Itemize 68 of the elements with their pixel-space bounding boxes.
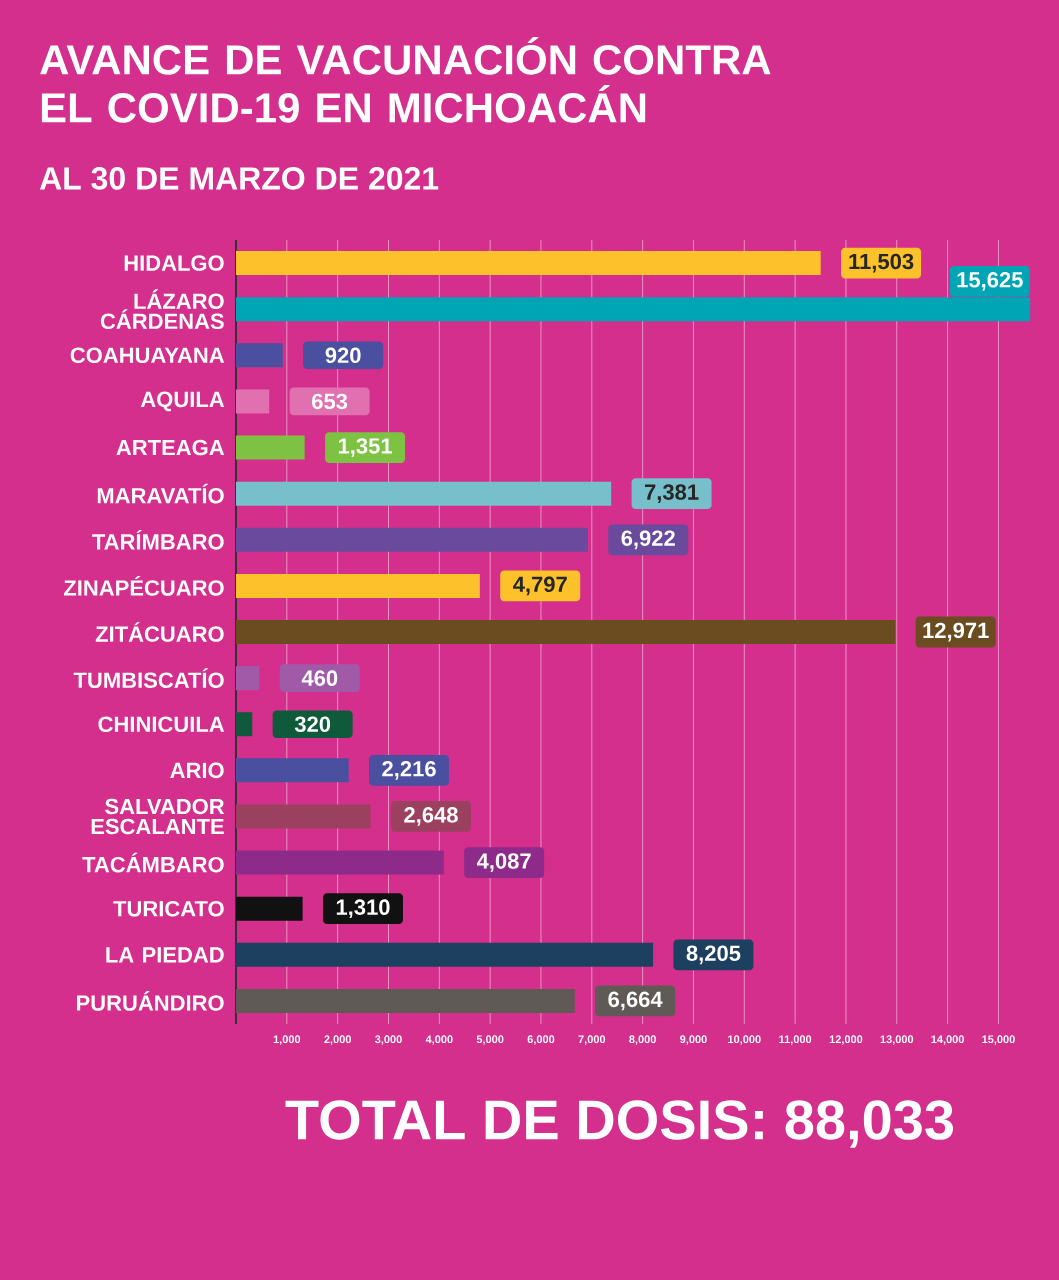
data-label: 1,310 xyxy=(336,899,390,919)
x-tick-label: 11,000 xyxy=(779,1035,812,1045)
data-label: 4,797 xyxy=(513,576,567,596)
data-label: 920 xyxy=(325,347,361,364)
data-label: 1,351 xyxy=(338,438,392,457)
bar xyxy=(236,896,303,921)
x-tick-label: 1,000 xyxy=(273,1035,301,1045)
y-tick-label: COAHUAYANA xyxy=(70,347,225,364)
x-tick-label: 6,000 xyxy=(527,1035,555,1045)
data-label: 6,664 xyxy=(608,991,663,1011)
data-label: 11,503 xyxy=(849,253,914,273)
y-tick-label: TARÍMBARO xyxy=(92,529,224,550)
data-label: 15,625 xyxy=(957,272,1023,291)
x-tick-label: 7,000 xyxy=(578,1035,606,1045)
data-label: 4,087 xyxy=(476,853,531,872)
y-tick-label: CHINICUILA xyxy=(98,716,225,733)
bar xyxy=(236,804,371,829)
data-label: 7,381 xyxy=(644,484,699,504)
bar xyxy=(236,481,612,506)
text: TOTAL DE DOSIS: 88,033 xyxy=(285,1100,953,1148)
data-label: 12,971 xyxy=(923,622,989,642)
bar xyxy=(236,850,444,875)
y-tick-label: TUMBISCATÍO xyxy=(73,668,224,688)
x-tick-label: 12,000 xyxy=(829,1035,863,1045)
bar xyxy=(236,573,480,598)
bar xyxy=(236,942,654,967)
bar xyxy=(236,435,305,460)
x-tick-label: 15,000 xyxy=(982,1035,1015,1045)
y-tick-label: TURICATO xyxy=(113,900,224,917)
y-tick-label: PURUÁNDIRO xyxy=(77,991,224,1011)
data-label: 653 xyxy=(312,393,348,410)
bar xyxy=(236,758,349,783)
y-tick-label: LA PIEDAD xyxy=(106,947,224,963)
x-tick-label: 5,000 xyxy=(476,1035,504,1045)
y-tick-label: TACÁMBARO xyxy=(82,852,224,873)
x-tick-label: 10,000 xyxy=(728,1035,761,1045)
data-label: 320 xyxy=(294,716,331,733)
x-tick-label: 2,000 xyxy=(324,1035,351,1045)
data-label: 460 xyxy=(301,670,338,686)
y-tick-label: AQUILA xyxy=(140,391,225,412)
bar xyxy=(236,712,253,737)
x-tick-label: 13,000 xyxy=(880,1035,914,1045)
bar xyxy=(236,389,270,414)
data-label: 6,922 xyxy=(621,530,675,550)
x-tick-label: 4,000 xyxy=(425,1035,453,1045)
x-tick-label: 14,000 xyxy=(931,1035,964,1045)
y-tick-label: ARIO xyxy=(170,762,224,779)
bar xyxy=(236,527,588,552)
bar xyxy=(236,620,896,645)
x-tick-label: 8,000 xyxy=(629,1035,656,1045)
y-tick-label: SALVADOR ESCALANTE xyxy=(91,798,225,835)
y-tick-label: MARAVATÍO xyxy=(97,483,224,504)
x-tick-label: 3,000 xyxy=(374,1035,402,1045)
data-label: 8,205 xyxy=(686,945,741,965)
bar xyxy=(236,666,260,691)
chart-subtitle: AL 30 DE MARZO DE 2021 xyxy=(39,167,439,190)
y-tick-label: ZITÁCUARO xyxy=(95,622,224,642)
bar xyxy=(236,343,283,368)
data-label: 2,648 xyxy=(404,807,458,826)
bar xyxy=(236,988,575,1013)
y-tick-label: ARTEAGA xyxy=(116,439,225,456)
chart-title: AVANCE DE VACUNACIÓN CONTRA EL COVID-19 EN MICHOACÁN xyxy=(40,37,771,123)
y-tick-label: ZINAPÉCUARO xyxy=(63,576,224,596)
y-tick-label: LÁZARO CÁRDENAS xyxy=(100,289,224,330)
bar xyxy=(236,251,821,276)
x-tick-label: 9,000 xyxy=(680,1035,707,1045)
y-tick-label: HIDALGO xyxy=(124,255,224,271)
data-label: 2,216 xyxy=(382,761,436,780)
